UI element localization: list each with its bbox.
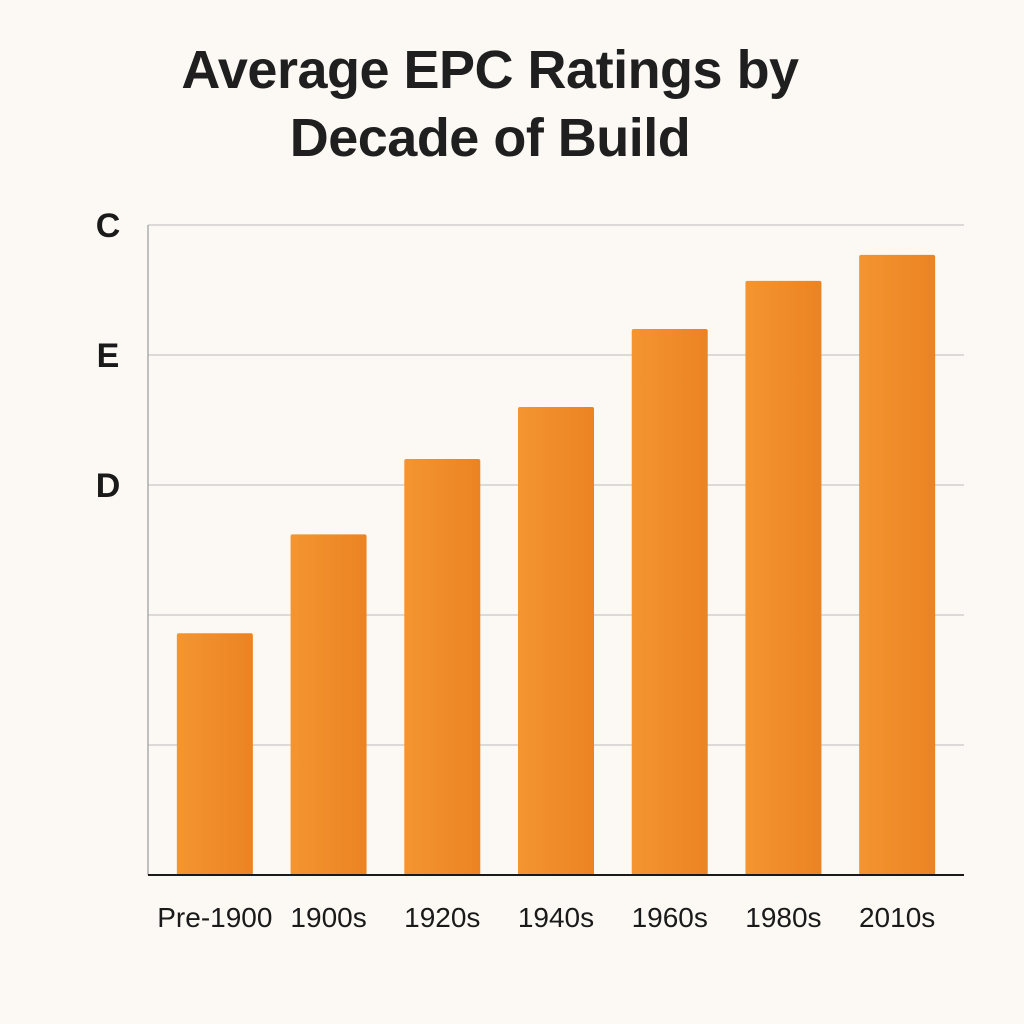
x-tick-label: 1960s [632,902,708,933]
x-tick-label: 1920s [404,902,480,933]
bar-pre-1900 [176,633,253,875]
y-tick-label: E [97,337,120,375]
chart-title: Average EPC Ratings by Decade of Build [70,36,910,172]
axes [147,225,964,876]
y-tick-labels: C E D [96,207,121,505]
y-tick-label: C [96,207,121,245]
bar-1900s [290,534,367,875]
x-tick-label: 2010s [859,902,935,933]
x-tick-label: 1900s [290,902,366,933]
bar-1940s [518,407,594,875]
bar-1920s [404,459,481,875]
chart-title-line-2: Decade of Build [289,108,691,168]
x-tick-label: Pre-1900 [157,902,272,933]
bar-2010s [859,254,936,875]
x-tick-label: 1940s [518,902,594,933]
bars [176,254,936,875]
bar-1980s [745,280,822,875]
x-tick-label: 1980s [745,902,821,933]
y-tick-label: D [96,467,121,505]
chart-title-line-1: Average EPC Ratings by [181,40,799,100]
bar-1960s [631,329,708,875]
x-tick-labels: Pre-1900 1900s 1920s 1940s 1960s 1980s 2010s [157,902,935,933]
